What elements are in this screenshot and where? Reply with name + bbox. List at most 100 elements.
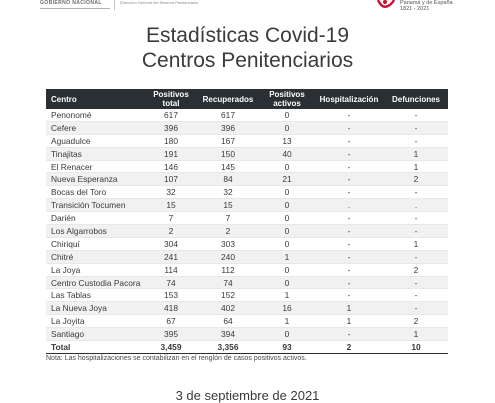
- table-row: Centro Custodia Pacora 74 74 0- -: [46, 276, 448, 290]
- cell-centro: La Nueva Joya: [46, 301, 146, 316]
- footnote: Nota: Las hospitalizaciones se contabili…: [46, 355, 307, 362]
- cell-defunciones: .: [384, 198, 448, 213]
- cell-positivos-activos: 0: [260, 185, 314, 200]
- cell-recuperados: 145: [196, 160, 260, 174]
- gov-underline: [40, 8, 110, 9]
- table-total-row: Total 3,459 3,356 93 2 10: [46, 340, 448, 354]
- table-row: Aguadulce 180 167 13- -: [46, 134, 448, 148]
- cell-recuperados: 240: [196, 250, 260, 264]
- table-row: Penonomé 617 617 0- -: [46, 109, 448, 122]
- stats-table-container: Centro Positivos total Recuperados Posit…: [46, 89, 448, 354]
- table-body: Penonomé 617 617 0- - Cefere 396 396 0- - Aguadulc…: [46, 109, 448, 354]
- cell-recuperados: 152: [196, 288, 260, 303]
- cell-hospitalizacion: -: [314, 185, 384, 200]
- table-row: Los Algarrobos 2 2 0- -: [46, 224, 448, 238]
- header-defunciones: Defunciones: [384, 89, 448, 109]
- header-recuperados: Recuperados: [196, 89, 260, 109]
- cell-centro: Santiago: [46, 327, 146, 342]
- cell-positivos-activos: 0: [260, 198, 314, 213]
- report-date: 3 de septiembre de 2021: [175, 388, 320, 403]
- cell-centro: Bocas del Toro: [46, 185, 146, 200]
- table-row: Darién 7 7 0- -: [46, 211, 448, 226]
- cell-positivos-activos: 0: [260, 276, 314, 290]
- cell-recuperados: 394: [196, 327, 260, 342]
- centenario-years: 1821 - 2021: [400, 6, 430, 12]
- bicentenario-logo-icon: [376, 0, 396, 8]
- cell-defunciones: -: [384, 109, 448, 122]
- cell-hospitalizacion: -: [314, 134, 384, 148]
- cell-hospitalizacion: -: [314, 160, 384, 174]
- cell-hospitalizacion: -: [314, 211, 384, 226]
- cell-positivos-total: 3,459: [146, 340, 196, 354]
- cell-defunciones: 1: [384, 147, 448, 161]
- cell-centro: La Joya: [46, 263, 146, 277]
- table-row: Nueva Esperanza 107 84 21-2: [46, 172, 448, 187]
- cell-hospitalizacion: .: [314, 198, 384, 213]
- cell-centro: Los Algarrobos: [46, 224, 146, 238]
- table-row: Cefere 396 396 0- -: [46, 121, 448, 135]
- cell-positivos-total: 7: [146, 211, 196, 226]
- cell-centro: Las Tablas: [46, 288, 146, 303]
- top-banner: GOBIERNO NACIONAL Dirección General del …: [0, 0, 495, 14]
- cell-positivos-total: 153: [146, 288, 196, 303]
- cell-positivos-activos: 0: [260, 109, 314, 122]
- header-positivos-activos: Positivos activos: [260, 89, 314, 109]
- cell-positivos-total: 74: [146, 276, 196, 290]
- stats-table: Centro Positivos total Recuperados Posit…: [46, 89, 448, 354]
- cell-recuperados: 32: [196, 185, 260, 200]
- cell-centro: Chitré: [46, 250, 146, 264]
- cell-hospitalizacion: -: [314, 172, 384, 187]
- cell-defunciones: -: [384, 211, 448, 226]
- cell-positivos-activos: 0: [260, 211, 314, 226]
- cell-hospitalizacion: -: [314, 327, 384, 342]
- cell-recuperados: 64: [196, 314, 260, 329]
- cell-centro: Cefere: [46, 121, 146, 135]
- cell-centro: Transición Tocumen: [46, 198, 146, 213]
- cell-defunciones: 1: [384, 160, 448, 174]
- cell-hospitalizacion: -: [314, 288, 384, 303]
- header-positivos-total: Positivos total: [146, 89, 196, 109]
- cell-centro: Total: [46, 340, 146, 354]
- cell-defunciones: 2: [384, 263, 448, 277]
- cell-recuperados: 2: [196, 224, 260, 238]
- cell-recuperados: 15: [196, 198, 260, 213]
- cell-positivos-total: 395: [146, 327, 196, 342]
- banner-divider: [114, 0, 115, 10]
- cell-defunciones: -: [384, 250, 448, 264]
- cell-recuperados: 167: [196, 134, 260, 148]
- cell-positivos-total: 396: [146, 121, 196, 135]
- cell-centro: Nueva Esperanza: [46, 172, 146, 187]
- cell-defunciones: -: [384, 185, 448, 200]
- table-row: Bocas del Toro 32 32 0- -: [46, 185, 448, 200]
- table-header-row: Centro Positivos total Recuperados Posit…: [46, 89, 448, 109]
- cell-recuperados: 112: [196, 263, 260, 277]
- table-row: Transición Tocumen 15 15 0..: [46, 198, 448, 213]
- cell-hospitalizacion: 1: [314, 301, 384, 316]
- cell-centro: Centro Custodia Pacora: [46, 276, 146, 290]
- cell-positivos-activos: 0: [260, 224, 314, 238]
- cell-defunciones: 10: [384, 340, 448, 354]
- cell-positivos-activos: 16: [260, 301, 314, 316]
- cell-positivos-total: 114: [146, 263, 196, 277]
- cell-defunciones: -: [384, 288, 448, 303]
- cell-centro: Tinajitas: [46, 147, 146, 161]
- cell-hospitalizacion: -: [314, 147, 384, 161]
- cell-defunciones: 2: [384, 172, 448, 187]
- cell-positivos-total: 304: [146, 237, 196, 251]
- cell-recuperados: 617: [196, 109, 260, 122]
- table-row: La Nueva Joya 418 402 16 1-: [46, 301, 448, 316]
- cell-centro: Chiriquí: [46, 237, 146, 251]
- table-row: El Renacer 146 145 0-1: [46, 160, 448, 174]
- cell-hospitalizacion: -: [314, 250, 384, 264]
- cell-recuperados: 74: [196, 276, 260, 290]
- table-row: Chiriquí 304 303 0-1: [46, 237, 448, 251]
- cell-positivos-activos: 21: [260, 172, 314, 187]
- cell-hospitalizacion: -: [314, 224, 384, 238]
- cell-positivos-total: 2: [146, 224, 196, 238]
- header-centro: Centro: [46, 89, 146, 109]
- cell-positivos-activos: 1: [260, 288, 314, 303]
- table-row: Chitré 241 240 1- -: [46, 250, 448, 264]
- cell-positivos-activos: 0: [260, 121, 314, 135]
- cell-recuperados: 150: [196, 147, 260, 161]
- cell-defunciones: -: [384, 276, 448, 290]
